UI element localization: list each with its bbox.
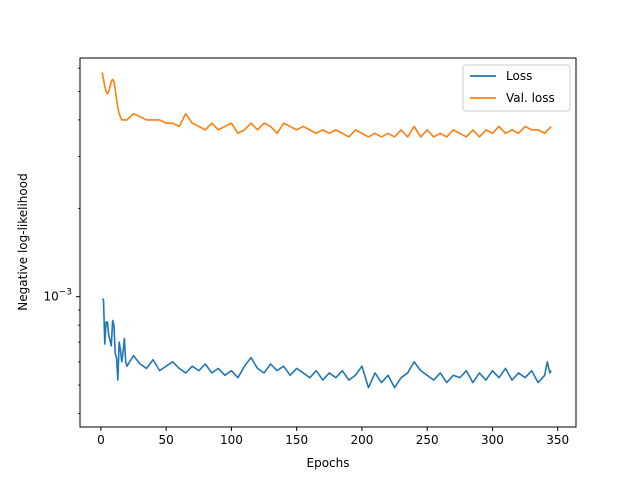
legend: Loss Val. loss	[462, 64, 571, 112]
x-tick-label: 100	[220, 433, 243, 447]
series-layer	[101, 72, 552, 389]
x-axis: 0 50 100 150 200 250 300 350	[97, 427, 569, 447]
x-tick-label: 250	[416, 433, 439, 447]
plot-frame	[79, 57, 577, 428]
x-tick-label: 200	[350, 433, 373, 447]
legend-label: Val. loss	[506, 91, 555, 105]
x-tick-label: 350	[546, 433, 569, 447]
y-axis-label: Negative log-likelihood	[16, 173, 30, 310]
x-tick-label: 150	[285, 433, 308, 447]
x-tick-label: 300	[481, 433, 504, 447]
legend-label: Loss	[506, 69, 532, 83]
series-line-val-loss	[101, 72, 552, 138]
x-axis-label: Epochs	[307, 456, 350, 470]
x-tick-label: 0	[97, 433, 105, 447]
series-line-loss	[102, 298, 552, 389]
x-tick-label: 50	[159, 433, 174, 447]
